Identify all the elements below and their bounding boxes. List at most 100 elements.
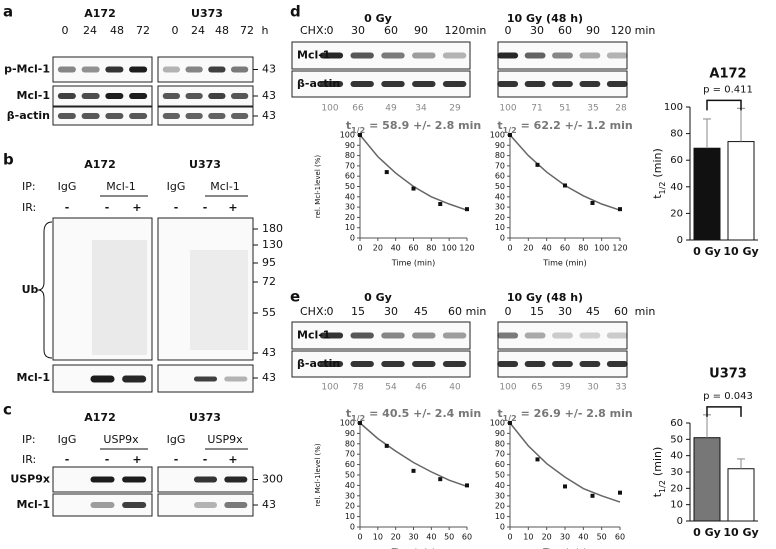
x-tick-label: 0 Gy: [693, 245, 721, 258]
y-tick-label: 30: [670, 467, 683, 478]
band: [350, 81, 374, 87]
band: [524, 52, 546, 59]
label: -: [203, 201, 208, 214]
bar: [693, 437, 721, 522]
y-tick-label: 20: [345, 502, 355, 511]
y-tick-label: 10: [670, 500, 683, 511]
label-part: t: [497, 407, 502, 420]
band: [524, 81, 546, 87]
band: [381, 361, 405, 367]
label: IgG: [167, 433, 186, 446]
band: [606, 361, 628, 367]
y-tick-label: 40: [345, 192, 355, 201]
label: 0 Gy: [364, 12, 392, 25]
quant-label: 100: [321, 104, 338, 114]
smear: [92, 240, 147, 355]
y-tick-label: 30: [495, 491, 505, 500]
y-tick-label: 30: [495, 203, 505, 212]
y-tick-label: 30: [345, 491, 355, 500]
quant-label: 49: [385, 104, 397, 114]
quant-label: 39: [559, 383, 571, 393]
data-point: [508, 421, 512, 425]
panel-label: d: [290, 3, 301, 21]
label: -: [105, 201, 110, 214]
label-sub: 1/2: [503, 414, 517, 423]
band: [552, 52, 573, 59]
y-tick-label: 40: [670, 182, 683, 193]
band: [90, 375, 115, 383]
panel-label: e: [290, 288, 300, 306]
row-label: β-actin: [7, 109, 50, 122]
label-sub: 1/2: [351, 414, 365, 423]
band: [57, 93, 76, 99]
band: [524, 332, 546, 339]
time-label: 30: [530, 24, 544, 37]
x-tick-label: 20: [391, 533, 401, 542]
y-tick-label: 90: [495, 141, 505, 150]
chart-title: A172: [709, 67, 746, 82]
y-tick-label: 80: [345, 151, 355, 160]
y-tick-label: 80: [495, 439, 505, 448]
y-tick-label: 20: [670, 208, 683, 219]
label: USP9x: [207, 433, 243, 446]
x-tick-label: 80: [578, 244, 588, 253]
label: U373: [191, 7, 223, 20]
time-label: 0: [327, 24, 334, 37]
y-axis-label: rel. Mcl-1level (%): [314, 443, 322, 506]
y-tick-label: 60: [495, 172, 505, 181]
band: [497, 81, 519, 87]
y-tick-label: 80: [670, 129, 683, 140]
subscript-label: t1/2 = 62.2 +/- 1.2 min: [497, 119, 632, 135]
x-tick-label: 0: [507, 533, 512, 542]
time-label: 24: [83, 24, 97, 37]
label: -: [65, 453, 70, 466]
data-point: [618, 207, 622, 212]
x-tick-label: 40: [578, 533, 588, 542]
y-tick-label: 20: [345, 213, 355, 222]
mw-label: 43: [262, 346, 276, 359]
band: [497, 332, 519, 339]
y-tick-label: 40: [495, 481, 505, 490]
annotation: p = 0.411: [703, 84, 753, 95]
y-tick-label: 60: [670, 155, 683, 166]
data-point: [590, 493, 595, 498]
quant-label: 65: [531, 383, 542, 393]
band: [122, 375, 147, 383]
label-part: = 40.5 +/- 2.4 min: [369, 407, 481, 420]
data-point: [465, 483, 469, 488]
band: [224, 376, 248, 382]
mw-label: 43: [262, 371, 276, 384]
y-tick-label: 0: [500, 234, 505, 243]
quant-label: 100: [499, 104, 516, 114]
band: [442, 361, 467, 367]
y-tick-label: 0: [350, 234, 355, 243]
time-label: 90: [586, 24, 600, 37]
annotation: p = 0.043: [703, 391, 753, 402]
time-label: 48: [215, 24, 229, 37]
band: [319, 332, 344, 339]
quant-label: 66: [352, 104, 364, 114]
band: [162, 66, 181, 73]
y-tick-label: 100: [340, 419, 355, 428]
band: [224, 476, 248, 483]
mw-label: 180: [262, 222, 283, 235]
panel-label: b: [3, 151, 14, 169]
label: -: [105, 453, 110, 466]
blot: [52, 85, 153, 107]
x-tick-label: 10: [523, 533, 533, 542]
y-tick-label: 90: [345, 141, 355, 150]
blot: [157, 217, 254, 361]
band: [129, 113, 148, 119]
label: -: [203, 453, 208, 466]
data-point: [411, 186, 416, 191]
label-part: = 26.9 +/- 2.8 min: [521, 407, 633, 420]
label: IgG: [58, 180, 77, 193]
label: +: [228, 201, 237, 214]
y-tick-label: 40: [345, 481, 355, 490]
y-axis-label: rel. Mcl-1level (%): [314, 155, 322, 218]
band: [606, 332, 628, 339]
time-label: 72: [136, 24, 150, 37]
y-tick-label: 90: [495, 429, 505, 438]
label-part: = 58.9 +/- 2.8 min: [369, 119, 481, 132]
